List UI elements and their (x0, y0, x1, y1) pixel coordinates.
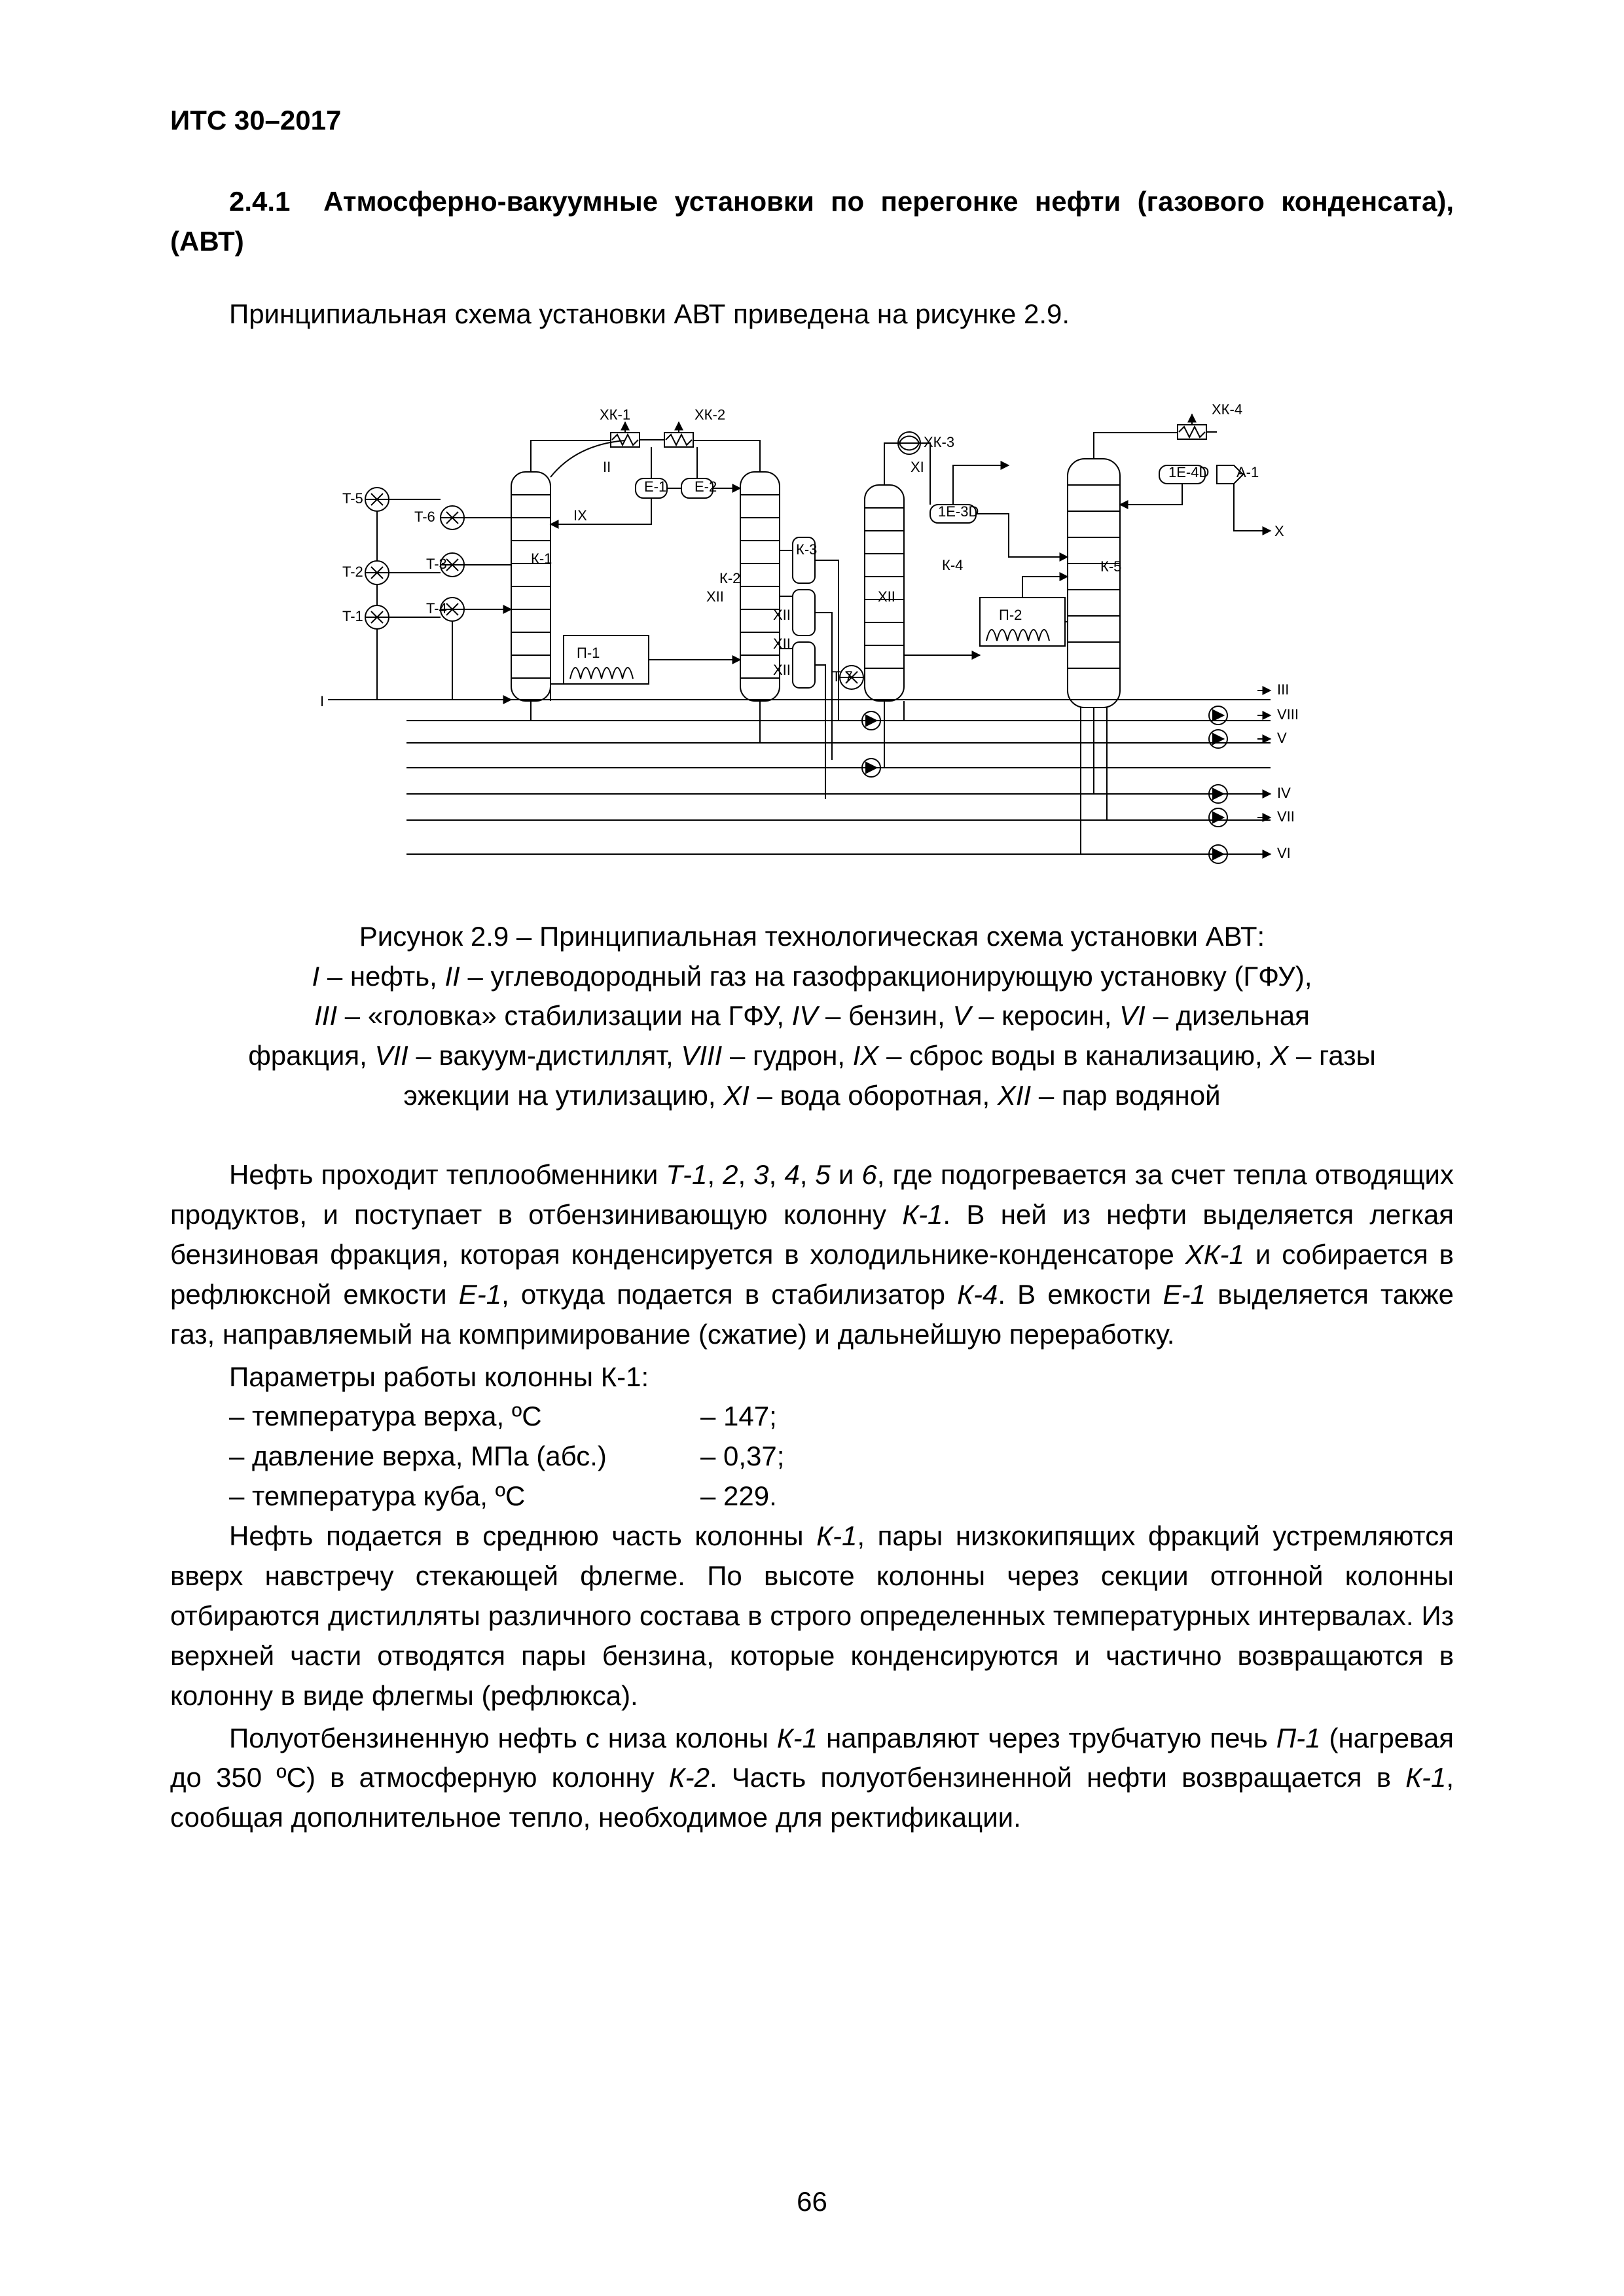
paragraph-3: Полуотбензиненную нефть с низа колоны К-… (170, 1719, 1454, 1839)
hx-t5 (365, 488, 389, 511)
params-value: – 229. (700, 1477, 831, 1516)
hx-t2 (365, 561, 389, 584)
figure-caption-title: Рисунок 2.9 – Принципиальная технологиче… (190, 917, 1434, 957)
diagram-label-e3d: 1Е-3D (938, 503, 979, 520)
column-k3-strip (793, 537, 815, 688)
figure-caption-line: фракция, VII – вакуум-дистиллят, VIII – … (190, 1036, 1434, 1076)
params-label: – давление верха, МПа (абс.) (229, 1437, 700, 1477)
params-value: – 147; (700, 1397, 831, 1437)
diagram-label-t5: T-5 (342, 490, 363, 507)
figure-caption-line: I – нефть, II – углеводородный газ на га… (190, 957, 1434, 997)
diagram-label-vi: VI (1277, 845, 1291, 861)
diagram-label-k5: К-5 (1100, 558, 1121, 575)
diagram-label-k3l: К-3 (796, 541, 817, 558)
heading-number: 2.4.1 (229, 186, 290, 217)
heading-title: Атмосферно-вакуумные установки по перего… (170, 186, 1454, 257)
params-value: – 0,37; (700, 1437, 831, 1477)
params-title: Параметры работы колонны К-1: (170, 1357, 1454, 1397)
diagram-label-e2: Е-2 (695, 478, 717, 495)
flowsheet-diagram: ХК-1 ХК-2 ХК-3 ХК-4 T-1 T-2 T-5 T-3 T-4 T-6 T-7 К-1… (315, 393, 1310, 891)
figure-container: ХК-1 ХК-2 ХК-3 ХК-4 T-1 T-2 T-5 T-3 T-4 T-6 T-7 К-1… (315, 393, 1310, 891)
diagram-label-t6: T-6 (414, 509, 435, 525)
diagram-label-ii: II (603, 459, 611, 475)
diagram-label-p2: П-2 (999, 607, 1022, 623)
diagram-label-t1: T-1 (342, 608, 363, 624)
diagram-label-v: V (1277, 730, 1287, 746)
pump-4 (1209, 808, 1227, 827)
diagram-label-k4: К-4 (942, 557, 963, 573)
params-label: – температура куба, ºС (229, 1477, 700, 1516)
diagram-label-t4: T-4 (426, 600, 447, 617)
diagram-label-k1: К-1 (531, 550, 552, 567)
figure-caption: Рисунок 2.9 – Принципиальная технологиче… (190, 917, 1434, 1116)
diagram-label-xii3: XII (773, 636, 791, 652)
column-k1 (511, 472, 550, 701)
paragraph-2: Нефть подается в среднюю часть колонны К… (170, 1516, 1454, 1715)
diagram-label-xi: XI (911, 459, 924, 475)
page-number: 66 (0, 2186, 1624, 2217)
hx-t6 (441, 506, 464, 529)
diagram-label-e1: Е-1 (644, 478, 666, 495)
diagram-label-a1: А-1 (1236, 464, 1259, 480)
pump-2 (1209, 730, 1227, 748)
pump-1 (1209, 706, 1227, 725)
furnace-p2 (980, 598, 1065, 646)
lead-paragraph: Принципиальная схема установки АВТ приве… (170, 295, 1454, 334)
params-row: – температура куба, ºС – 229. (170, 1477, 1454, 1516)
diagram-label-k2: К-2 (719, 570, 740, 586)
params-row: – температура верха, ºС – 147; (170, 1397, 1454, 1437)
diagram-label-xii1: XII (706, 588, 724, 605)
diagram-label-t7: T-7 (832, 668, 853, 685)
diagram-label-xk2: ХК-2 (695, 406, 725, 423)
diagram-label-xii2: XII (773, 607, 791, 623)
diagram-label-viii: VIII (1277, 706, 1299, 723)
diagram-label-t2: T-2 (342, 564, 363, 580)
diagram-label-e4d: 1Е-4D (1168, 464, 1209, 480)
diagram-label-ix: IX (573, 507, 587, 524)
diagram-label-xk4: ХК-4 (1212, 401, 1242, 418)
hx-t1 (365, 605, 389, 629)
diagram-label-t3: T-3 (426, 556, 447, 572)
paragraph-1: Нефть проходит теплообменники Т-1, 2, 3,… (170, 1155, 1454, 1354)
condenser-xk4 (1178, 414, 1206, 439)
document-code: ИТС 30–2017 (170, 105, 1454, 136)
params-row: – давление верха, МПа (абс.) – 0,37; (170, 1437, 1454, 1477)
diagram-label-iv: IV (1277, 785, 1291, 801)
figure-caption-line: эжекции на утилизацию, XI – вода оборотн… (190, 1076, 1434, 1116)
condenser-xk2 (664, 422, 693, 447)
diagram-label-xk3: ХК-3 (924, 434, 954, 450)
column-k5 (1068, 459, 1120, 708)
params-label: – температура верха, ºС (229, 1397, 700, 1437)
diagram-label-vii: VII (1277, 808, 1295, 825)
section-heading: 2.4.1 Атмосферно-вакуумные установки по … (170, 182, 1454, 262)
condenser-xk1 (611, 422, 640, 447)
diagram-label-x: X (1274, 523, 1284, 539)
figure-caption-line: III – «головка» стабилизации на ГФУ, IV … (190, 996, 1434, 1036)
diagram-label-xk1: ХК-1 (600, 406, 630, 423)
diagram-label-xii4: XII (773, 662, 791, 678)
diagram-label-p1: П-1 (577, 645, 600, 661)
diagram-label-xii5: XII (878, 588, 895, 605)
diagram-label-i: I (320, 693, 324, 709)
diagram-label-iii: III (1277, 681, 1289, 698)
